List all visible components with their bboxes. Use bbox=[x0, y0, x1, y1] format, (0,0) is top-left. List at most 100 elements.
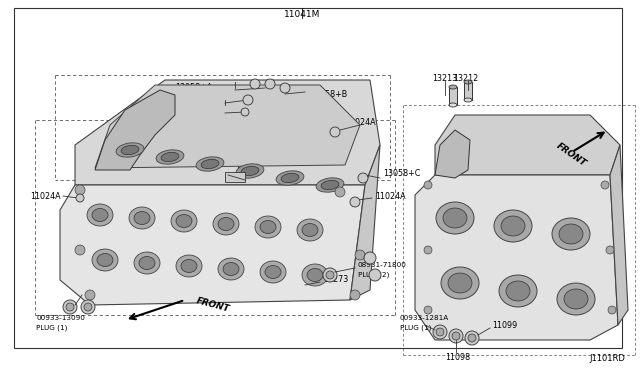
Circle shape bbox=[323, 268, 337, 282]
Text: 00933-13090: 00933-13090 bbox=[36, 315, 85, 321]
Ellipse shape bbox=[557, 283, 595, 315]
Ellipse shape bbox=[316, 178, 344, 192]
Circle shape bbox=[449, 329, 463, 343]
Circle shape bbox=[601, 181, 609, 189]
Ellipse shape bbox=[443, 208, 467, 228]
Ellipse shape bbox=[213, 213, 239, 235]
Ellipse shape bbox=[201, 159, 219, 169]
Circle shape bbox=[85, 290, 95, 300]
Circle shape bbox=[433, 325, 447, 339]
Circle shape bbox=[355, 250, 365, 260]
Circle shape bbox=[369, 269, 381, 281]
Text: 13213: 13213 bbox=[432, 74, 457, 83]
Circle shape bbox=[350, 290, 360, 300]
Ellipse shape bbox=[156, 150, 184, 164]
Ellipse shape bbox=[321, 180, 339, 190]
Ellipse shape bbox=[121, 145, 139, 155]
Ellipse shape bbox=[241, 166, 259, 176]
Circle shape bbox=[465, 331, 479, 345]
Ellipse shape bbox=[218, 258, 244, 280]
Ellipse shape bbox=[87, 204, 113, 226]
Ellipse shape bbox=[92, 249, 118, 271]
Text: 11095: 11095 bbox=[235, 164, 260, 173]
Polygon shape bbox=[60, 185, 365, 305]
Circle shape bbox=[75, 245, 85, 255]
Ellipse shape bbox=[564, 289, 588, 309]
Ellipse shape bbox=[499, 275, 537, 307]
Text: 11098: 11098 bbox=[445, 353, 470, 362]
Circle shape bbox=[436, 328, 444, 336]
Ellipse shape bbox=[129, 207, 155, 229]
Text: 08931-71800: 08931-71800 bbox=[358, 262, 407, 268]
Circle shape bbox=[468, 334, 476, 342]
Text: J1101RD: J1101RD bbox=[589, 355, 625, 363]
Bar bbox=[225, 172, 245, 182]
Polygon shape bbox=[95, 85, 360, 168]
Text: 11099: 11099 bbox=[492, 321, 517, 330]
Ellipse shape bbox=[302, 224, 318, 237]
Polygon shape bbox=[95, 90, 175, 170]
Text: FRONT: FRONT bbox=[195, 296, 230, 314]
Bar bbox=[449, 87, 457, 105]
Ellipse shape bbox=[116, 143, 144, 157]
Circle shape bbox=[326, 271, 334, 279]
Ellipse shape bbox=[176, 255, 202, 277]
Circle shape bbox=[350, 197, 360, 207]
Circle shape bbox=[452, 332, 460, 340]
Ellipse shape bbox=[302, 264, 328, 286]
Ellipse shape bbox=[552, 218, 590, 250]
Circle shape bbox=[76, 194, 84, 202]
Ellipse shape bbox=[176, 215, 192, 228]
Circle shape bbox=[63, 300, 77, 314]
Ellipse shape bbox=[449, 103, 457, 107]
Ellipse shape bbox=[307, 269, 323, 282]
Polygon shape bbox=[415, 175, 618, 340]
Ellipse shape bbox=[506, 281, 530, 301]
Ellipse shape bbox=[97, 253, 113, 266]
Ellipse shape bbox=[436, 202, 474, 234]
Circle shape bbox=[424, 246, 432, 254]
Circle shape bbox=[606, 246, 614, 254]
Circle shape bbox=[66, 303, 74, 311]
Bar bbox=[464, 82, 472, 100]
Text: 13058+A: 13058+A bbox=[175, 83, 212, 92]
Ellipse shape bbox=[464, 80, 472, 84]
Ellipse shape bbox=[134, 212, 150, 224]
Circle shape bbox=[608, 306, 616, 314]
Ellipse shape bbox=[181, 260, 197, 273]
Ellipse shape bbox=[139, 257, 155, 269]
Ellipse shape bbox=[441, 267, 479, 299]
Text: FRONT: FRONT bbox=[555, 141, 588, 169]
Text: 11024A: 11024A bbox=[345, 118, 376, 126]
Ellipse shape bbox=[218, 218, 234, 231]
Circle shape bbox=[335, 187, 345, 197]
Polygon shape bbox=[610, 145, 628, 325]
Text: PLUG (1): PLUG (1) bbox=[400, 325, 431, 331]
Circle shape bbox=[81, 300, 95, 314]
Ellipse shape bbox=[260, 221, 276, 234]
Text: PLUG (2): PLUG (2) bbox=[358, 272, 389, 278]
Ellipse shape bbox=[265, 266, 281, 279]
Text: PLUG (1): PLUG (1) bbox=[36, 325, 67, 331]
Circle shape bbox=[265, 79, 275, 89]
Ellipse shape bbox=[281, 173, 299, 183]
Ellipse shape bbox=[236, 164, 264, 178]
Text: 13273: 13273 bbox=[323, 276, 348, 285]
Text: 13212: 13212 bbox=[453, 74, 478, 83]
Ellipse shape bbox=[171, 210, 197, 232]
Text: 13058+B: 13058+B bbox=[310, 90, 348, 99]
Circle shape bbox=[84, 303, 92, 311]
Ellipse shape bbox=[559, 224, 583, 244]
Circle shape bbox=[358, 173, 368, 183]
Circle shape bbox=[250, 79, 260, 89]
Polygon shape bbox=[435, 115, 620, 175]
Ellipse shape bbox=[255, 216, 281, 238]
Polygon shape bbox=[435, 130, 470, 178]
Text: 11041M: 11041M bbox=[284, 10, 320, 19]
Ellipse shape bbox=[196, 157, 224, 171]
Ellipse shape bbox=[223, 263, 239, 276]
Ellipse shape bbox=[297, 219, 323, 241]
Circle shape bbox=[424, 306, 432, 314]
Ellipse shape bbox=[92, 208, 108, 221]
Circle shape bbox=[364, 252, 376, 264]
